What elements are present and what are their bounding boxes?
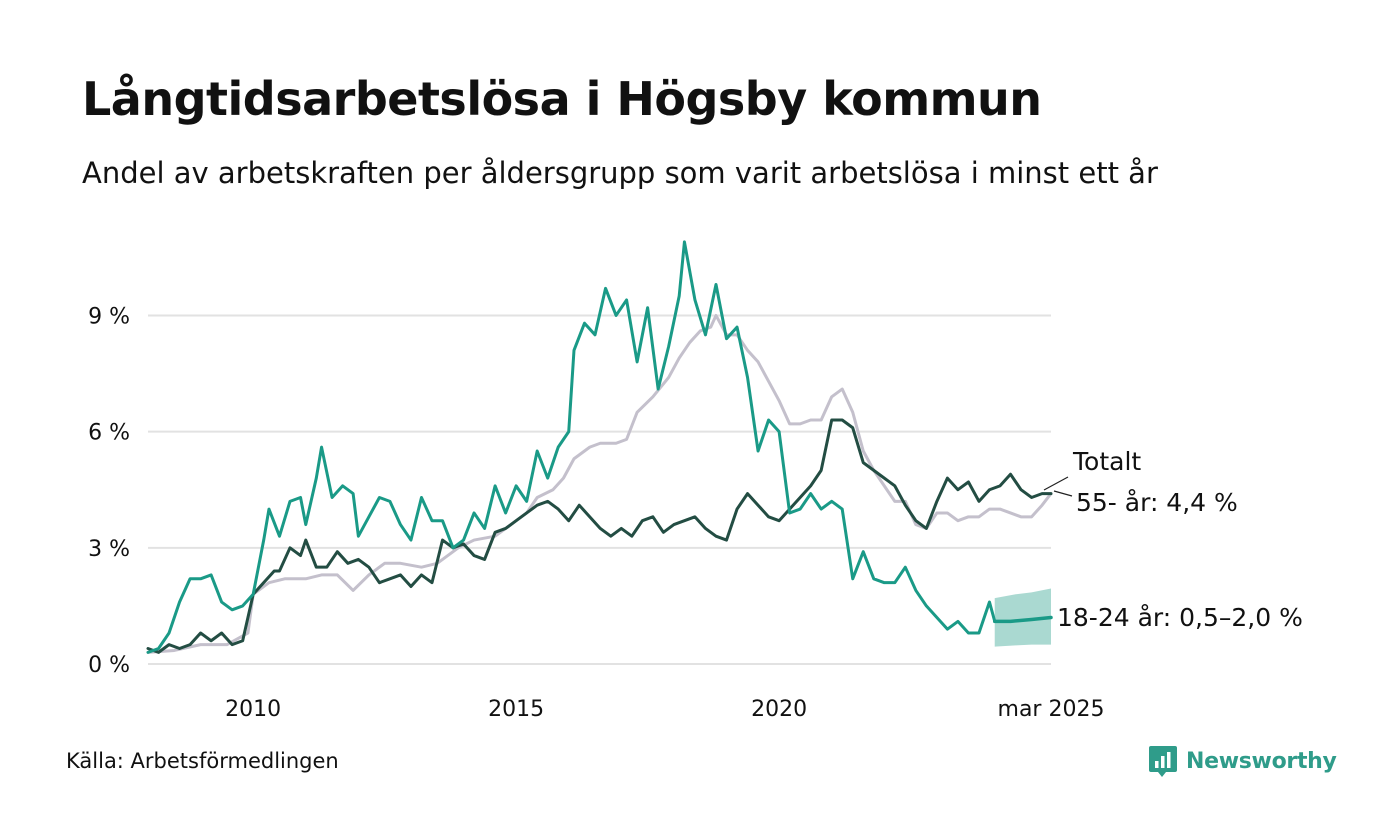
y-tick-label: 9 % [88,304,130,329]
source-note: Källa: Arbetsförmedlingen [66,749,339,773]
label-total: Totalt [1072,447,1141,476]
series-line-youth [146,240,997,654]
y-tick-label: 6 % [88,421,130,446]
x-tick-label: 2015 [488,697,544,722]
uncertainty-band [994,588,1051,647]
y-tick-label: 3 % [88,537,130,562]
x-tick-label: mar 2025 [998,697,1105,722]
total-label-leader [1043,476,1069,491]
grid-lines [148,314,1051,665]
series-line-youth_forecast [992,615,1053,624]
series-line-senior [146,418,1053,654]
series-lines [146,240,1053,654]
series-labels: Totalt 55- år: 4,4 % 18-24 år: 0,5–2,0 % [1043,447,1303,632]
y-axis-ticks: 0 % 3 % 6 % 9 % [88,304,130,678]
series-line-total [146,313,1053,654]
chart-title: Långtidsarbetslösa i Högsby kommun [82,72,1042,126]
newsworthy-logo-icon [1149,746,1177,777]
chart-subtitle: Andel av arbetskraften per åldersgrupp s… [82,156,1158,190]
newsworthy-logo-text: Newsworthy [1186,748,1337,774]
senior-label-leader [1053,490,1073,497]
label-senior: 55- år: 4,4 % [1076,488,1238,517]
x-axis-ticks: 2010 2015 2020 mar 2025 [225,697,1104,722]
newsworthy-logo: Newsworthy [1148,744,1337,778]
youth-confidence-band [994,588,1051,647]
label-youth: 18-24 år: 0,5–2,0 % [1057,603,1303,632]
x-tick-label: 2020 [751,697,807,722]
x-tick-label: 2010 [225,697,281,722]
y-tick-label: 0 % [88,653,130,678]
